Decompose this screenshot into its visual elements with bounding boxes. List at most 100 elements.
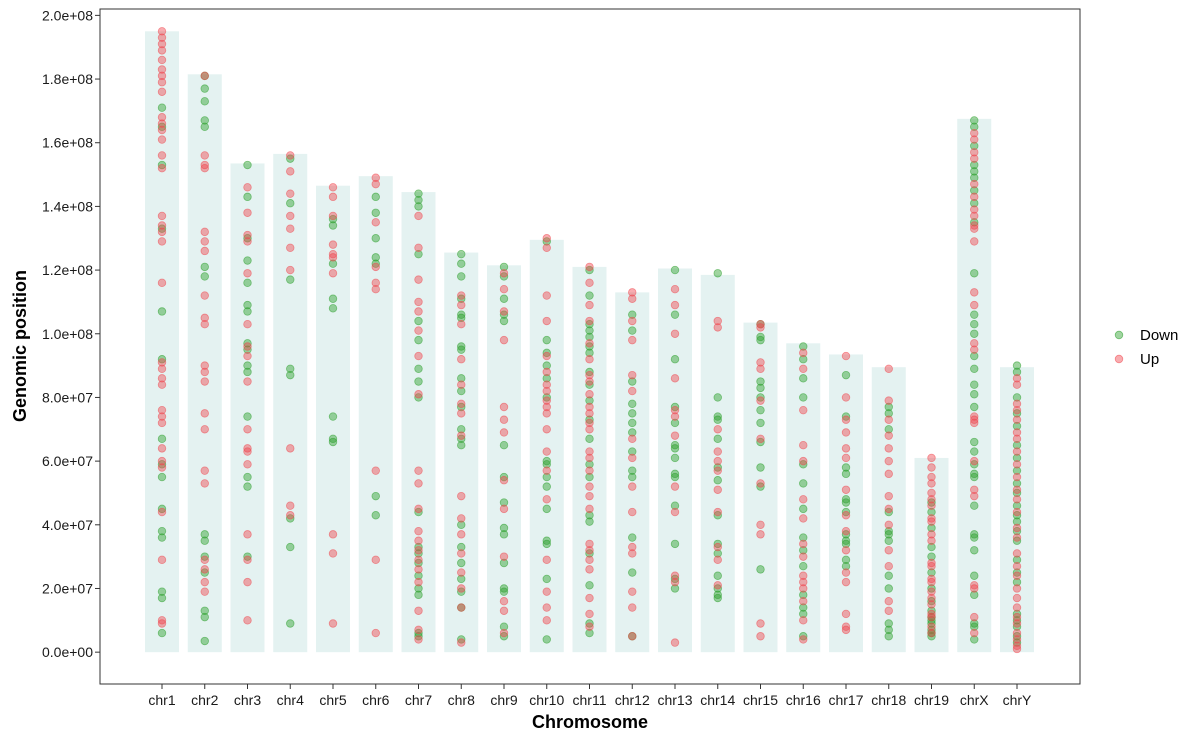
point-up: [970, 339, 979, 348]
point-up: [799, 571, 808, 580]
point-up: [799, 597, 808, 606]
point-up: [1012, 399, 1022, 409]
point-down: [200, 122, 209, 132]
point-down: [1012, 555, 1022, 565]
point-down: [713, 593, 722, 603]
point-up: [927, 517, 936, 526]
point-up: [585, 300, 594, 310]
point-up: [970, 205, 979, 214]
point-up: [542, 291, 551, 300]
point-up: [542, 234, 551, 243]
point-down: [970, 546, 979, 555]
point-down: [457, 374, 466, 383]
point-down: [970, 116, 979, 125]
y-tick-label: 1.2e+08: [42, 262, 93, 278]
point-up: [927, 530, 936, 539]
point-down: [457, 425, 466, 434]
point-down: [713, 539, 722, 549]
point-up: [542, 466, 551, 475]
point-up: [1012, 603, 1022, 612]
point-up: [371, 466, 380, 475]
point-down: [1012, 488, 1022, 498]
x-tick-label-chr15: chr15: [743, 692, 778, 708]
point-down: [927, 625, 936, 635]
point-down: [328, 304, 338, 313]
point-up: [585, 425, 594, 434]
point-down: [585, 517, 594, 526]
point-up: [157, 444, 167, 453]
point-down: [457, 587, 466, 596]
point-down: [457, 345, 466, 354]
point-up: [286, 511, 295, 520]
point-up: [841, 453, 851, 463]
point-down: [841, 539, 851, 549]
point-down: [970, 571, 979, 580]
point-down: [457, 434, 466, 444]
point-down: [286, 542, 295, 552]
point-up: [414, 555, 423, 565]
point-up: [200, 227, 209, 237]
point-up: [756, 530, 765, 539]
point-up: [670, 638, 680, 647]
point-down: [585, 265, 594, 275]
point-up: [628, 288, 637, 297]
point-down: [328, 437, 338, 447]
point-up: [841, 415, 851, 424]
point-up: [884, 546, 893, 555]
point-down: [157, 122, 167, 132]
point-up: [457, 584, 466, 593]
point-up: [585, 539, 594, 549]
point-down: [628, 466, 637, 475]
point-down: [457, 574, 466, 584]
point-up: [157, 211, 167, 221]
point-down: [841, 498, 851, 507]
point-down: [157, 526, 167, 536]
point-up: [157, 151, 167, 160]
point-down: [713, 476, 722, 485]
point-down: [542, 456, 551, 466]
point-up: [628, 542, 637, 552]
point-down: [927, 568, 936, 577]
point-down: [371, 208, 380, 217]
point-up: [628, 434, 637, 444]
point-down: [414, 632, 423, 641]
point-up: [542, 402, 551, 412]
point-down: [414, 549, 423, 558]
point-down: [756, 482, 765, 491]
point-up: [457, 380, 466, 389]
point-down: [713, 549, 722, 558]
point-down: [799, 460, 808, 469]
point-down: [414, 377, 423, 386]
point-up: [713, 447, 722, 456]
point-up: [713, 542, 722, 552]
point-up: [585, 377, 594, 386]
point-up: [585, 555, 594, 565]
point-down: [927, 542, 936, 552]
chromosome-bar-chr1: [145, 31, 179, 653]
point-down: [713, 393, 722, 402]
point-up: [414, 211, 423, 221]
point-down: [371, 234, 380, 243]
point-up: [414, 326, 423, 335]
point-up: [542, 380, 551, 389]
point-up: [157, 125, 167, 135]
point-down: [628, 533, 637, 542]
point-down: [200, 552, 209, 561]
point-down: [628, 310, 637, 319]
point-down: [970, 472, 979, 482]
x-tick-label-chr2: chr2: [191, 692, 218, 708]
point-up: [414, 466, 423, 475]
point-up: [884, 415, 893, 424]
point-down: [628, 399, 637, 409]
point-down: [1012, 421, 1022, 431]
point-up: [713, 316, 722, 326]
point-up: [713, 485, 722, 494]
point-up: [243, 183, 252, 192]
point-up: [970, 412, 979, 421]
point-up: [157, 113, 167, 122]
point-down: [414, 364, 423, 373]
point-down: [1012, 568, 1022, 577]
point-down: [884, 584, 893, 593]
point-up: [1012, 447, 1022, 456]
point-down: [328, 259, 338, 268]
